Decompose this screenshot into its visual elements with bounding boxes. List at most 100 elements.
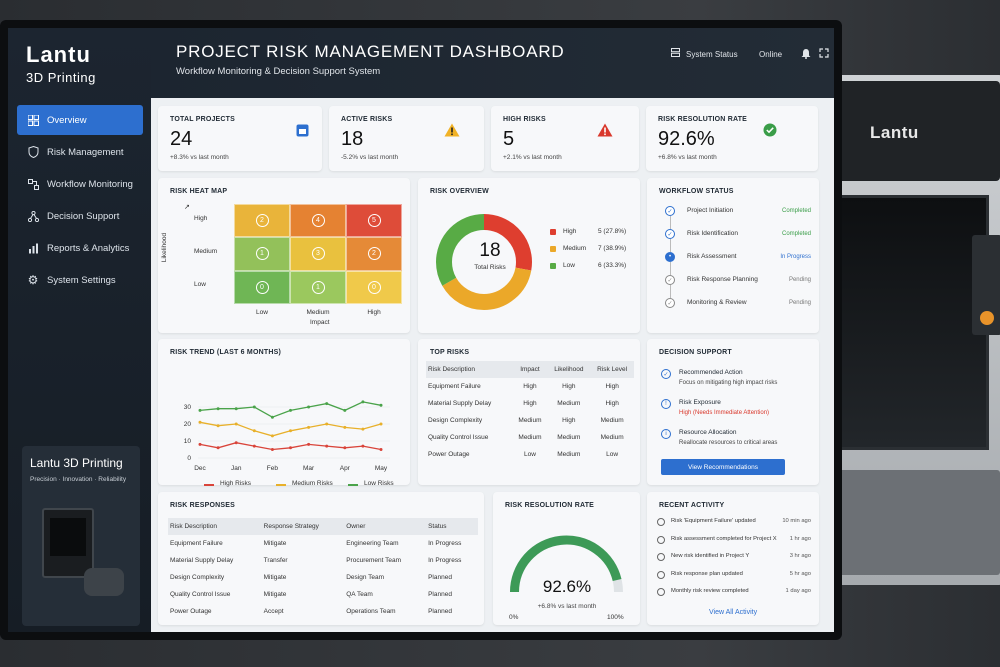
activity-icon <box>657 588 665 596</box>
heatmap-cell[interactable]: 1 <box>234 237 290 271</box>
table-row[interactable]: Power Outage Low Medium Low <box>426 446 634 463</box>
heatmap-cell[interactable]: 2 <box>234 204 290 238</box>
legend-label: Medium <box>563 245 587 252</box>
heatmap-cell[interactable]: 0 <box>234 270 290 304</box>
heatmap-cell-value: 0 <box>367 280 381 294</box>
data-point <box>270 415 274 419</box>
top-risks-table: Risk Description Impact Likelihood Risk Lev… <box>426 361 634 463</box>
donut-segment[interactable] <box>436 214 532 310</box>
heatmap-cell[interactable]: 2 <box>346 237 402 271</box>
server-icon <box>671 48 680 60</box>
table-cell: Accept <box>263 608 284 615</box>
workflow-step-label: Risk Assessment <box>687 253 737 260</box>
calendar-icon <box>294 122 310 138</box>
page-title: PROJECT RISK MANAGEMENT DASHBOARD <box>176 42 565 61</box>
expand-icon[interactable] <box>819 48 829 61</box>
heatmap-col-label: High <box>367 309 381 316</box>
activity-title: RECENT ACTIVITY <box>659 502 725 509</box>
sidebar-item-label: Decision Support <box>47 210 120 222</box>
donut-segment[interactable] <box>436 214 532 310</box>
table-cell: Medium <box>600 417 624 424</box>
table-cell: Mitigate <box>263 574 287 581</box>
table-cell: Medium <box>557 451 581 458</box>
table-row[interactable]: Design Complexity Mitigate Design Team Plan… <box>168 569 478 586</box>
table-cell: Planned <box>428 591 452 598</box>
workflow-step-status: Completed <box>781 208 811 214</box>
view-recommendations-button[interactable]: View Recommendations <box>661 459 785 475</box>
data-point <box>198 420 202 424</box>
table-cell: Power Outage <box>170 608 212 615</box>
activity-text[interactable]: Risk response plan updated <box>671 570 743 577</box>
workflow-step-label: Monitoring & Review <box>687 299 747 306</box>
pending-icon: ✓ <box>665 275 675 285</box>
heatmap-cell[interactable]: 5 <box>346 204 402 238</box>
table-cell: High <box>562 417 576 424</box>
sidebar-item-overview[interactable]: Overview <box>17 105 143 135</box>
kpi-label: RISK RESOLUTION RATE <box>658 116 748 123</box>
table-row[interactable]: Quality Control Issue Medium Medium Medium <box>426 429 634 446</box>
y-axis-arrow: ↗ <box>184 204 190 211</box>
sidebar-item-decision-support[interactable]: Decision Support <box>17 201 143 231</box>
table-row[interactable]: Design Complexity Medium High Medium <box>426 412 634 429</box>
top-risks-title: TOP RISKS <box>430 349 470 356</box>
activity-text[interactable]: Risk 'Equipment Failure' updated <box>671 518 756 524</box>
table-row[interactable]: Equipment Failure Mitigate Engineering Tea… <box>168 535 478 552</box>
workflow-step-status: Pending <box>788 277 811 283</box>
y-tick-label: 10 <box>184 438 192 445</box>
top-risks-card: TOP RISKS Risk Description Impact Likeliho… <box>418 339 640 485</box>
gauge-min: 0% <box>509 614 519 621</box>
table-cell: Procurement Team <box>346 557 402 564</box>
activity-text[interactable]: Risk assessment completed for Project X <box>671 535 777 542</box>
heatmap-cell[interactable]: 1 <box>290 270 346 304</box>
printer-logo: Lantu <box>870 123 919 142</box>
heatmap-cell-value: 5 <box>367 214 381 228</box>
sidebar-item-reports[interactable]: Reports & Analytics <box>17 233 143 263</box>
table-cell: QA Team <box>346 591 373 598</box>
legend-label: Low Risks <box>364 480 394 487</box>
y-tick-label: 30 <box>184 404 192 411</box>
table-header: Response Strategy <box>261 518 345 535</box>
system-status-label[interactable]: System Status <box>686 50 738 59</box>
table-row[interactable]: Equipment Failure High High High <box>426 378 634 395</box>
heatmap-row-label: Medium <box>194 248 218 255</box>
table-row[interactable]: Material Supply Delay Transfer Procurement… <box>168 552 478 569</box>
kpi-value: 5 <box>503 128 515 150</box>
sidebar: Lantu 3D Printing Overview Risk Manageme… <box>8 28 151 632</box>
heatmap-cell[interactable]: 4 <box>290 204 346 238</box>
heatmap-cell[interactable]: 0 <box>346 270 402 304</box>
table-cell: Medium <box>557 434 581 441</box>
sidebar-item-system-settings[interactable]: ⚙ System Settings <box>17 265 143 295</box>
data-point <box>307 405 311 409</box>
table-row[interactable]: Power Outage Accept Operations Team Planned <box>168 603 478 620</box>
header: PROJECT RISK MANAGEMENT DASHBOARD Workfl… <box>151 28 834 98</box>
table-cell: Design Team <box>346 574 385 581</box>
activity-text[interactable]: New risk identified in Project Y <box>671 553 750 559</box>
data-point <box>361 444 365 448</box>
progress-icon: • <box>665 252 675 262</box>
heatmap-grid: 2 4 5 1 3 2 0 1 0 <box>234 204 402 304</box>
donut-total: 18 <box>479 240 501 261</box>
activity-text[interactable]: Monthly risk review completed <box>671 588 749 594</box>
heatmap-cell[interactable]: 3 <box>290 237 346 271</box>
responses-title: RISK RESPONSES <box>170 502 236 509</box>
gauge-max: 100% <box>607 614 624 621</box>
heatmap-cell-value: 1 <box>311 280 325 294</box>
table-row[interactable]: Material Supply Delay High Medium High <box>426 395 634 412</box>
resolution-gauge <box>510 535 623 593</box>
pending-icon: ✓ <box>665 298 675 308</box>
table-cell: High <box>523 400 537 407</box>
data-point <box>379 403 383 407</box>
kpi-change: +8.3% vs last month <box>170 154 229 161</box>
data-point <box>216 446 220 450</box>
decision-heading: Recommended Action <box>679 369 743 376</box>
kpi-total-projects: TOTAL PROJECTS 24 +8.3% vs last month <box>158 106 322 171</box>
sidebar-item-workflow-monitoring[interactable]: Workflow Monitoring <box>17 169 143 199</box>
view-all-activity-link[interactable]: View All Activity <box>709 609 758 616</box>
table-row[interactable]: Quality Control Issue Mitigate QA Team Plan… <box>168 586 478 603</box>
bell-icon[interactable] <box>801 48 811 62</box>
check-circle-icon: ✓ <box>665 206 675 216</box>
printer-window <box>834 195 989 450</box>
decision-heading: Resource Allocation <box>679 429 737 436</box>
legend-swatch <box>550 246 556 252</box>
sidebar-item-risk-management[interactable]: Risk Management <box>17 137 143 167</box>
